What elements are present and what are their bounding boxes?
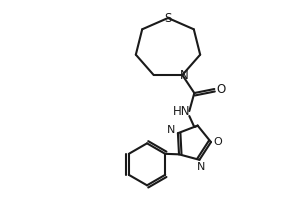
Text: N: N [180,69,189,82]
Text: N: N [167,125,175,135]
Text: O: O [217,83,226,96]
Text: N: N [197,162,206,172]
Text: HN: HN [172,105,190,118]
Text: S: S [164,11,172,24]
Text: O: O [214,137,222,147]
